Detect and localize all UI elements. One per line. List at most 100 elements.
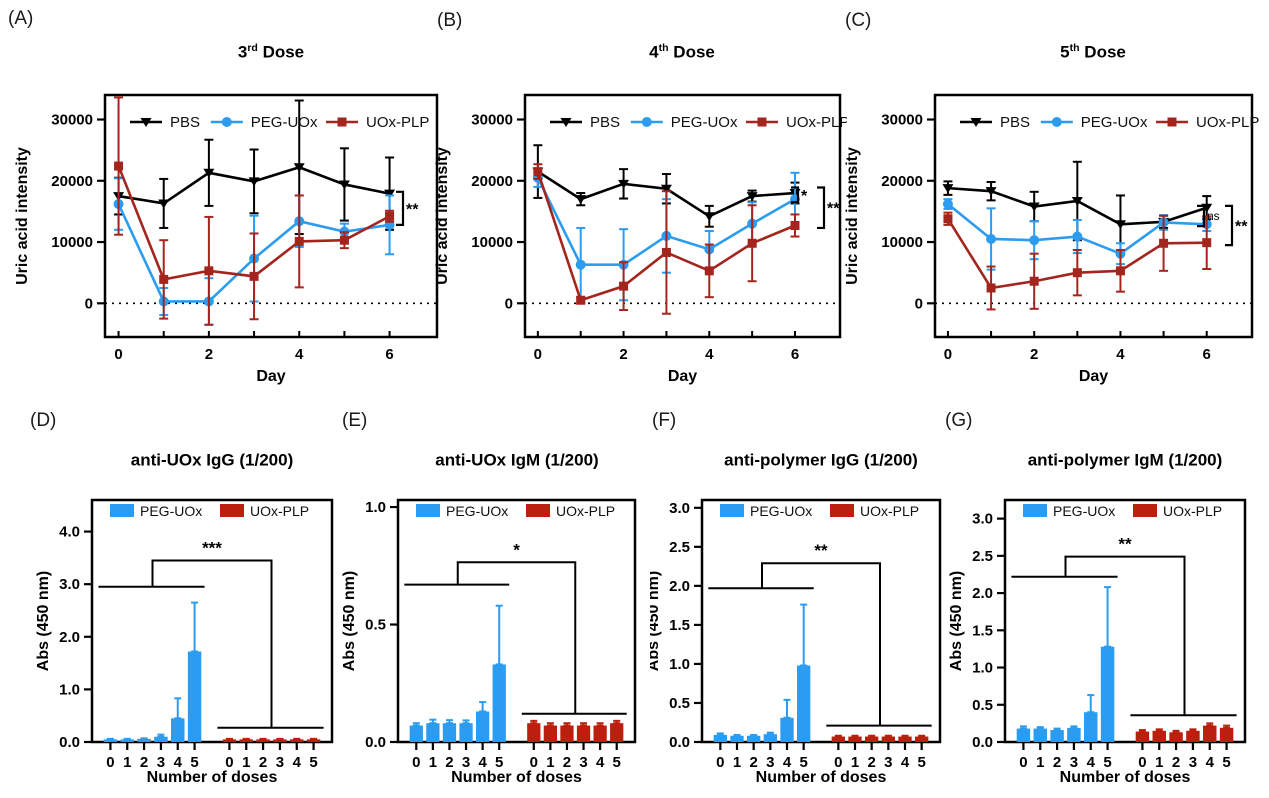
svg-text:Abs (450 nm): Abs (450 nm): [35, 571, 52, 671]
panel-a: 0 10000 20000 30000 0 2 4 6 Day Uric acid intensi…: [0, 0, 445, 400]
svg-text:Uric acid intensity: Uric acid intensity: [844, 147, 861, 285]
panel-g: 0.0 0.5 1.0 1.5 2.0 2.5 3.0 Number of doses Abs …: [945, 400, 1269, 798]
svg-text:ns: ns: [1207, 209, 1220, 223]
svg-text:2: 2: [445, 754, 453, 771]
svg-text:2: 2: [1172, 754, 1180, 771]
svg-text:0: 0: [1138, 754, 1146, 771]
svg-text:5: 5: [309, 754, 317, 771]
svg-text:4: 4: [478, 754, 487, 771]
svg-text:1: 1: [123, 754, 131, 771]
svg-text:3: 3: [766, 754, 774, 771]
svg-text:6: 6: [1203, 346, 1211, 363]
svg-text:6: 6: [385, 346, 393, 363]
svg-text:3.0: 3.0: [669, 500, 690, 517]
svg-text:0: 0: [915, 295, 923, 312]
svg-text:2: 2: [259, 754, 267, 771]
svg-text:0: 0: [944, 346, 952, 363]
svg-text:20000: 20000: [471, 173, 513, 190]
svg-text:2.5: 2.5: [972, 548, 993, 565]
svg-text:PEG-UOx: PEG-UOx: [251, 114, 318, 131]
svg-text:0: 0: [225, 754, 233, 771]
panel-title-c: 5th Dose: [1060, 42, 1126, 62]
svg-text:3.0: 3.0: [972, 511, 993, 528]
svg-text:PBS: PBS: [590, 114, 620, 131]
svg-text:*: *: [801, 188, 808, 205]
svg-text:PEG-UOx: PEG-UOx: [1081, 114, 1148, 131]
svg-text:2: 2: [867, 754, 875, 771]
svg-text:6: 6: [791, 346, 799, 363]
panel-title-d: anti-UOx IgG (1/200): [130, 450, 294, 470]
svg-text:3: 3: [157, 754, 165, 771]
svg-text:Abs (450 nm): Abs (450 nm): [650, 571, 662, 671]
svg-text:Number of doses: Number of doses: [451, 769, 582, 786]
svg-text:2.5: 2.5: [669, 539, 690, 556]
svg-text:1: 1: [546, 754, 554, 771]
svg-text:5: 5: [917, 754, 925, 771]
panel-title-a: 3rd Dose: [237, 42, 305, 62]
svg-text:20000: 20000: [51, 173, 93, 190]
svg-text:0.5: 0.5: [972, 697, 993, 714]
bar-chart-anti-polymer-igm: 0.0 0.5 1.0 1.5 2.0 2.5 3.0 Number of doses Abs …: [948, 498, 1247, 786]
svg-text:UOx-PLP: UOx-PLP: [1196, 114, 1259, 131]
svg-text:0: 0: [716, 754, 724, 771]
svg-text:UOx-PLP: UOx-PLP: [556, 503, 615, 519]
svg-text:10000: 10000: [51, 234, 93, 251]
svg-text:Day: Day: [256, 368, 285, 385]
svg-text:20000: 20000: [881, 173, 923, 190]
svg-text:4: 4: [174, 754, 183, 771]
svg-text:30000: 30000: [881, 112, 923, 129]
svg-text:UOx-PLP: UOx-PLP: [786, 114, 847, 131]
svg-text:5: 5: [1222, 754, 1230, 771]
svg-text:0: 0: [85, 295, 93, 312]
svg-text:4.0: 4.0: [59, 524, 80, 541]
svg-text:0.0: 0.0: [669, 734, 690, 751]
svg-text:1.0: 1.0: [669, 656, 690, 673]
svg-text:0: 0: [412, 754, 420, 771]
svg-text:4: 4: [596, 754, 605, 771]
svg-text:0: 0: [114, 346, 122, 363]
svg-text:4: 4: [293, 754, 302, 771]
svg-text:2: 2: [140, 754, 148, 771]
svg-text:2: 2: [1053, 754, 1061, 771]
panel-title-g: anti-polymer IgM (1/200): [1027, 450, 1223, 470]
svg-text:PBS: PBS: [170, 114, 200, 131]
panel-title-e: anti-UOx IgM (1/200): [435, 450, 599, 470]
svg-text:5: 5: [190, 754, 198, 771]
svg-text:UOx-PLP: UOx-PLP: [1163, 503, 1222, 519]
svg-text:4: 4: [1087, 754, 1096, 771]
svg-text:5: 5: [613, 754, 621, 771]
line-chart-3rd-dose: 0 10000 20000 30000 0 2 4 6 Day Uric acid intensi…: [14, 93, 439, 385]
svg-text:PEG-UOx: PEG-UOx: [1053, 503, 1115, 519]
svg-text:1: 1: [851, 754, 859, 771]
svg-text:1: 1: [733, 754, 741, 771]
svg-text:1.5: 1.5: [669, 617, 690, 634]
svg-text:0: 0: [106, 754, 114, 771]
svg-text:3.0: 3.0: [59, 576, 80, 593]
svg-text:2: 2: [563, 754, 571, 771]
svg-text:**: **: [1118, 535, 1132, 554]
svg-text:PEG-UOx: PEG-UOx: [446, 503, 508, 519]
svg-text:3: 3: [462, 754, 470, 771]
svg-text:0: 0: [834, 754, 842, 771]
svg-text:4: 4: [901, 754, 910, 771]
svg-text:5: 5: [495, 754, 503, 771]
svg-text:0: 0: [505, 295, 513, 312]
svg-text:Number of doses: Number of doses: [147, 769, 278, 786]
svg-text:**: **: [1235, 218, 1248, 235]
svg-text:10000: 10000: [471, 234, 513, 251]
svg-text:4: 4: [783, 754, 792, 771]
panel-d: 0.0 1.0 2.0 3.0 4.0 Number of doses Abs (450 n…: [25, 400, 345, 798]
svg-text:5: 5: [799, 754, 807, 771]
svg-text:2.0: 2.0: [972, 585, 993, 602]
svg-text:Number of doses: Number of doses: [756, 769, 887, 786]
svg-text:2: 2: [749, 754, 757, 771]
svg-text:2.0: 2.0: [59, 629, 80, 646]
svg-text:UOx-PLP: UOx-PLP: [860, 503, 919, 519]
svg-text:0: 0: [530, 754, 538, 771]
svg-text:Uric acid intensity: Uric acid intensity: [434, 147, 451, 285]
svg-text:1: 1: [429, 754, 437, 771]
panel-b: 0 10000 20000 30000 0 2 4 6 Day Uric acid intensi…: [425, 0, 847, 400]
svg-text:0.5: 0.5: [669, 695, 690, 712]
svg-text:4: 4: [1206, 754, 1215, 771]
